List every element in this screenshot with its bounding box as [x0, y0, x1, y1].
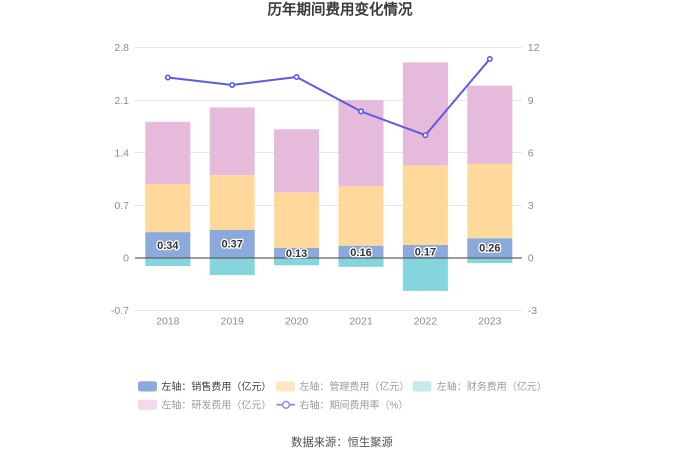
- svg-text:0.7: 0.7: [114, 200, 129, 212]
- svg-text:9: 9: [528, 95, 534, 107]
- svg-text:左轴：管理费用（亿元）: 左轴：管理费用（亿元）: [299, 380, 409, 393]
- svg-text:数据来源：恒生聚源: 数据来源：恒生聚源: [291, 435, 393, 449]
- svg-text:右轴：期间费用率（%）: 右轴：期间费用率（%）: [300, 398, 409, 411]
- svg-text:0.17: 0.17: [415, 246, 436, 258]
- svg-text:0.26: 0.26: [479, 243, 500, 255]
- svg-text:-3: -3: [528, 305, 537, 317]
- svg-text:2022: 2022: [414, 316, 438, 328]
- svg-text:左轴：销售费用（亿元）: 左轴：销售费用（亿元）: [161, 380, 271, 393]
- svg-text:0.13: 0.13: [286, 248, 307, 260]
- svg-text:2018: 2018: [156, 316, 180, 328]
- svg-text:左轴：研发费用（亿元）: 左轴：研发费用（亿元）: [161, 398, 271, 411]
- svg-text:0.37: 0.37: [221, 239, 242, 251]
- svg-text:1.4: 1.4: [114, 147, 129, 159]
- svg-text:2020: 2020: [285, 316, 309, 328]
- svg-text:2019: 2019: [221, 316, 245, 328]
- svg-text:6: 6: [528, 147, 534, 159]
- svg-text:0: 0: [528, 253, 534, 265]
- svg-text:左轴：财务费用（亿元）: 左轴：财务费用（亿元）: [437, 380, 547, 393]
- svg-text:12: 12: [528, 42, 540, 54]
- svg-text:0: 0: [123, 253, 129, 265]
- svg-text:0.34: 0.34: [157, 240, 179, 252]
- svg-text:0.16: 0.16: [350, 247, 371, 259]
- svg-text:3: 3: [528, 200, 534, 212]
- svg-text:历年期间费用变化情况: 历年期间费用变化情况: [268, 0, 413, 18]
- svg-text:2.1: 2.1: [114, 95, 129, 107]
- svg-text:2.8: 2.8: [114, 42, 129, 54]
- svg-text:-0.7: -0.7: [111, 305, 129, 317]
- svg-text:2023: 2023: [478, 316, 502, 328]
- svg-text:2021: 2021: [349, 316, 373, 328]
